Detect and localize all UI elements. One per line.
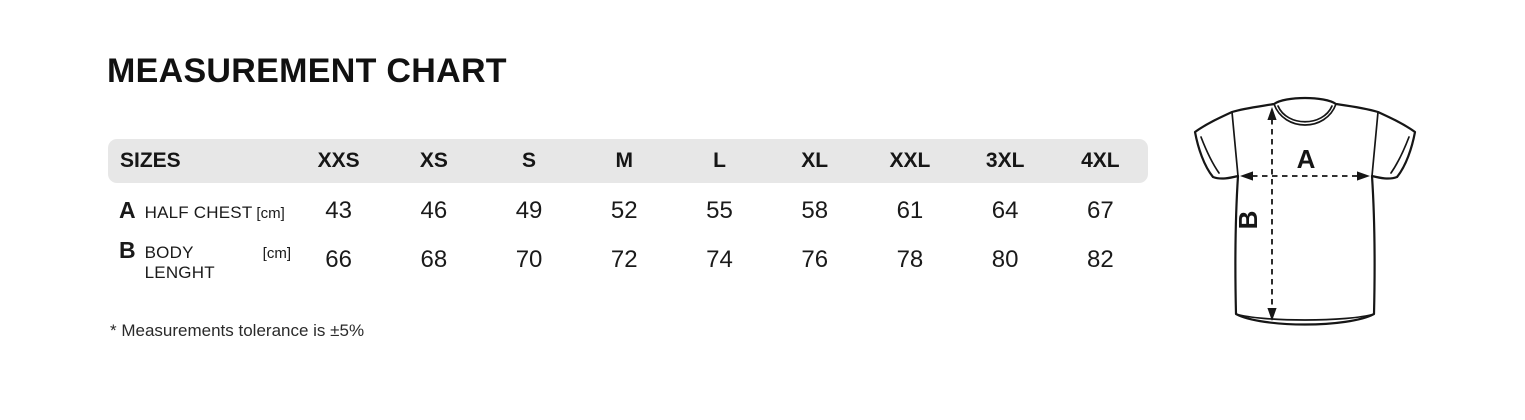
row-unit-cm: [cm] [262, 244, 291, 262]
row-label-body-length: BODY LENGHT [144, 242, 215, 282]
right-cuff-line [1390, 136, 1410, 174]
header-cell-sizes: SIZES [120, 149, 181, 172]
table-row-half-chest: A HALF CHEST [cm] 43 46 49 52 55 58 61 6… [108, 186, 1148, 235]
table-cell: 72 [610, 245, 638, 273]
header-cell-3xl: 3XL [985, 149, 1025, 172]
table-cell: 66 [325, 245, 352, 273]
width-arrowhead-right [1357, 171, 1370, 181]
table-row-body-length: B BODY LENGHT [cm] 66 68 70 72 74 76 78 … [108, 235, 1148, 284]
width-arrow: A [1240, 144, 1370, 181]
table-cell: 49 [515, 196, 543, 224]
right-armhole-seam [1371, 111, 1379, 177]
table-cell: 55 [706, 196, 733, 224]
collar-inner-line [1277, 105, 1333, 123]
height-arrowhead-bottom [1267, 308, 1277, 321]
tshirt-outline [1193, 96, 1417, 326]
table-cell: 46 [420, 196, 448, 224]
header-cell-xxl: XXL [889, 149, 931, 172]
header-cell-xl: XL [801, 149, 829, 172]
height-arrow-label: B [1233, 211, 1263, 230]
table-cell: 68 [420, 245, 448, 273]
header-cell-s: S [522, 149, 537, 172]
size-table-header-row: SIZES XXS XS S M L XL XXL 3XL 4XL [108, 139, 1148, 183]
tolerance-footnote: * Measurements tolerance is ±5% [110, 321, 365, 340]
width-arrowhead-left [1240, 171, 1253, 181]
table-cell: 78 [896, 245, 924, 273]
left-cuff-line [1200, 136, 1220, 174]
collar-outer-line [1273, 103, 1337, 126]
table-cell: 52 [610, 196, 638, 224]
left-armhole-seam [1231, 111, 1239, 177]
height-arrow: B [1233, 107, 1277, 321]
row-marker-a: A [119, 197, 136, 223]
row-unit-cm: [cm] [256, 205, 285, 222]
header-cell-l: L [713, 149, 726, 172]
height-arrowhead-top [1267, 107, 1277, 120]
table-cell: 61 [896, 196, 924, 224]
tshirt-diagram: A B [1193, 96, 1417, 326]
table-cell: 70 [515, 245, 543, 273]
page-title: MEASUREMENT CHART [107, 52, 507, 90]
table-cell: 64 [991, 196, 1019, 224]
table-cell: 43 [325, 196, 352, 224]
row-marker-b: B [119, 236, 136, 263]
header-cell-4xl: 4XL [1081, 149, 1120, 172]
hem-inner-line [1235, 313, 1375, 321]
table-cell: 74 [706, 245, 733, 273]
table-cell: 67 [1087, 196, 1114, 224]
header-cell-xxs: XXS [317, 149, 360, 172]
table-cell: 58 [801, 196, 829, 224]
size-table: SIZES XXS XS S M L XL XXL 3XL 4XL A HALF… [108, 139, 1148, 284]
row-label-half-chest: HALF CHEST [144, 203, 253, 222]
header-cell-xs: XS [419, 149, 448, 172]
table-cell: 80 [991, 245, 1019, 273]
table-cell: 76 [801, 245, 829, 273]
header-cell-m: M [615, 149, 634, 172]
width-arrow-label: A [1297, 144, 1316, 174]
row-header-half-chest: A HALF CHEST [cm] [108, 197, 291, 224]
row-header-body-length: B BODY LENGHT [cm] [108, 237, 291, 283]
table-cell: 82 [1087, 245, 1114, 273]
